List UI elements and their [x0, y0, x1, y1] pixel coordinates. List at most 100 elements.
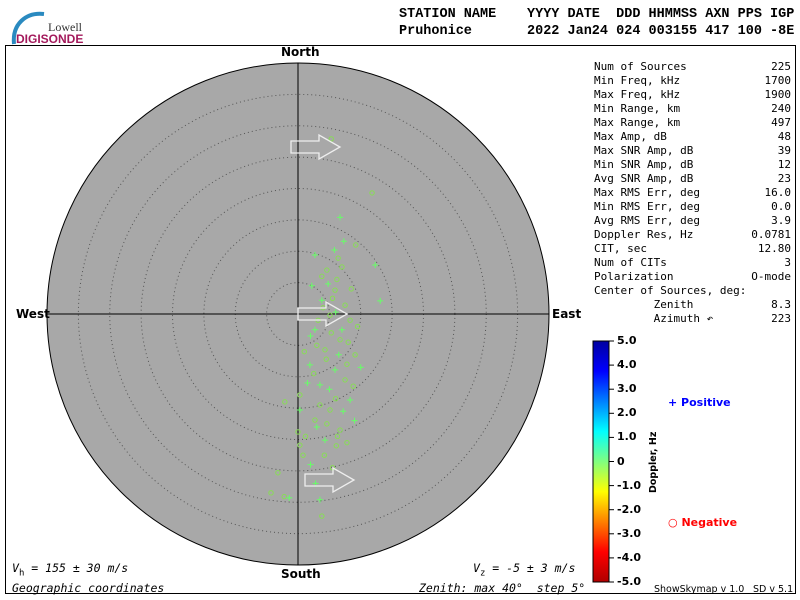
- colorbar-tick-label: -3.0: [617, 526, 642, 540]
- vz-readout: Vz = -5 ± 3 m/s: [473, 561, 576, 579]
- stat-value: 223: [771, 312, 791, 325]
- source-point-negative: [329, 295, 336, 302]
- source-point-negative: [347, 317, 353, 323]
- stat-row: Min SNR Amp, dB 12: [594, 158, 791, 172]
- station-name: Pruhonice: [399, 24, 472, 39]
- stat-label: Min Freq, kHz: [594, 74, 681, 87]
- colorbar-tick-label: -2.0: [617, 502, 642, 516]
- source-point-negative: [342, 377, 348, 383]
- source-point-negative: [345, 339, 351, 345]
- version-sd: SD v 5.1: [753, 584, 794, 595]
- stat-label: Min Range, km: [594, 102, 681, 115]
- source-point-positive: [311, 326, 318, 333]
- source-point-positive: [372, 262, 379, 269]
- stat-label: Max Freq, kHz: [594, 88, 681, 101]
- stat-value: 8.3: [771, 298, 791, 311]
- source-point-negative: [319, 513, 325, 519]
- colorbar-tick-label: 5.0: [617, 334, 637, 347]
- positive-label: Positive: [681, 396, 731, 409]
- source-point-negative: [344, 361, 350, 367]
- stat-row: Max RMS Err, deg 16.0: [594, 186, 791, 200]
- source-point-negative: [323, 356, 329, 362]
- stat-value: 0.0781: [751, 228, 791, 241]
- source-point-positive: [321, 437, 328, 444]
- source-point-negative: [354, 323, 361, 330]
- stat-label: Avg SNR Amp, dB: [594, 172, 694, 185]
- colorbar-tick-label: 4.0: [617, 358, 637, 372]
- source-point-positive: [311, 252, 318, 259]
- zenith-info: Zenith: max 40° step 5°: [419, 581, 586, 595]
- source-point-positive: [326, 386, 333, 393]
- source-point-negative: [301, 348, 307, 355]
- source-point-negative: [327, 312, 333, 318]
- source-point-negative: [281, 493, 287, 500]
- stat-value: 12: [777, 158, 791, 171]
- source-point-negative: [275, 470, 281, 476]
- source-point-negative: [317, 402, 323, 408]
- source-point-negative: [302, 433, 309, 440]
- colorbar-tick-label: -5.0: [617, 575, 642, 588]
- stat-value: 3.9: [771, 214, 791, 227]
- stat-label: Azimuth ↶: [594, 312, 714, 325]
- stat-value: 48: [777, 130, 791, 143]
- stat-label: Min SNR Amp, dB: [594, 158, 694, 171]
- colorbar-tick-label: -1.0: [617, 478, 642, 492]
- plot-frame: [5, 45, 796, 594]
- logo-arc-icon: [11, 11, 45, 45]
- north-label: North: [281, 45, 320, 59]
- stat-label: Max Range, km: [594, 116, 681, 129]
- source-point-negative: [344, 439, 350, 446]
- stat-row: Min RMS Err, deg 0.0: [594, 200, 791, 214]
- source-point-negative: [353, 242, 359, 248]
- stat-value: 39: [777, 144, 791, 157]
- source-point-negative: [297, 392, 303, 398]
- stat-label: CIT, sec: [594, 242, 647, 255]
- colorbar-tick-label: 0: [617, 454, 625, 468]
- source-point-negative: [337, 427, 343, 433]
- stat-row: Max SNR Amp, dB 39: [594, 144, 791, 158]
- positive-legend: + Positive: [668, 396, 731, 409]
- source-point-negative: [342, 302, 348, 308]
- source-point-positive: [307, 461, 314, 468]
- source-point-positive: [331, 246, 338, 253]
- stat-label: Max Amp, dB: [594, 130, 667, 143]
- stats-panel: Num of Sources 225 Min Freq, kHz 1700 Max Fr…: [594, 60, 791, 326]
- stat-value: 12.80: [757, 242, 791, 255]
- colorbar-tick-label: -4.0: [617, 550, 642, 564]
- stat-label: Max SNR Amp, dB: [594, 144, 694, 157]
- stat-label: Center of Sources, deg:: [594, 284, 747, 297]
- source-point-negative: [322, 347, 328, 353]
- source-point-positive: [337, 214, 344, 221]
- source-point-negative: [312, 417, 318, 423]
- stat-label: Zenith: [594, 298, 694, 311]
- stat-row: Min Freq, kHz 1700: [594, 74, 791, 88]
- stat-value: O-mode: [751, 270, 791, 283]
- stat-value: 1900: [764, 88, 792, 101]
- stat-row: Azimuth ↶ 223: [594, 312, 791, 326]
- west-label: West: [16, 307, 50, 321]
- source-point-positive: [313, 423, 320, 430]
- source-point-positive: [340, 408, 347, 415]
- station-name-header: STATION NAME: [399, 7, 497, 22]
- source-point-positive: [316, 496, 323, 503]
- source-point-negative: [332, 396, 339, 402]
- source-point-negative: [319, 273, 325, 280]
- source-point-negative: [310, 370, 317, 377]
- source-point-positive: [296, 407, 303, 414]
- stat-row: Max Amp, dB 48: [594, 130, 791, 144]
- source-point-negative: [369, 190, 375, 196]
- source-point-positive: [357, 364, 364, 371]
- source-point-negative: [321, 452, 328, 458]
- velocity-arrow-bottom-icon: [304, 466, 356, 494]
- source-point-positive: [318, 297, 325, 304]
- stat-row: CIT, sec 12.80: [594, 242, 791, 256]
- stat-row: Max Range, km 497: [594, 116, 791, 130]
- source-point-negative: [333, 443, 339, 449]
- stat-row: Avg RMS Err, deg 3.9: [594, 214, 791, 228]
- source-point-positive: [306, 361, 313, 368]
- negative-label: Negative: [681, 516, 738, 529]
- source-point-negative: [282, 399, 288, 405]
- source-point-negative: [352, 352, 358, 358]
- source-point-positive: [308, 282, 315, 289]
